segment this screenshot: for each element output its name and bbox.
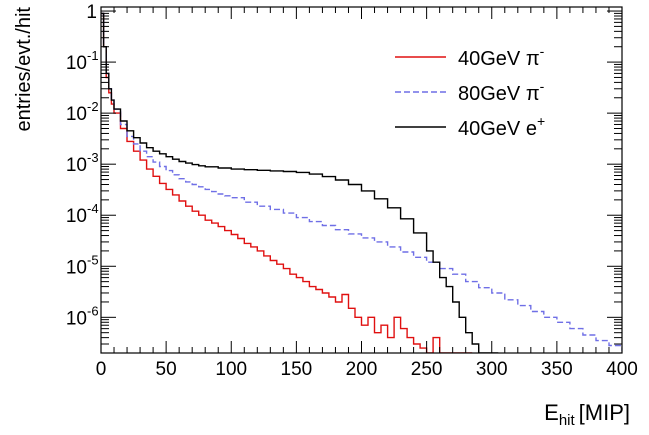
y-tick-label: 10	[66, 308, 87, 329]
x-tick-label: 0	[96, 359, 107, 380]
x-tick-label: 350	[541, 359, 573, 380]
x-tick-label: 400	[606, 359, 638, 380]
legend-label: 80GeV π-	[458, 78, 545, 105]
y-tick-exponent: -4	[87, 201, 99, 216]
y-tick-exponent: -5	[87, 252, 99, 267]
legend-label: 40GeV π-	[458, 43, 545, 70]
y-tick-label: 1	[86, 2, 97, 23]
y-tick-exponent: -2	[87, 99, 99, 114]
y-tick-label: 10	[66, 53, 87, 74]
legend-label: 40GeV e+	[458, 113, 545, 140]
x-tick-label: 100	[215, 359, 247, 380]
x-tick-label: 150	[281, 359, 313, 380]
x-tick-label: 300	[476, 359, 508, 380]
y-tick-label: 10	[66, 104, 87, 125]
y-tick-label: 10	[66, 206, 87, 227]
y-tick-exponent: -1	[87, 48, 99, 63]
y-tick-label: 10	[66, 257, 87, 278]
x-tick-label: 250	[411, 359, 443, 380]
legend: 40GeV π- 80GeV π- 40GeV e+	[395, 43, 545, 140]
series-line-3	[101, 12, 499, 353]
y-axis-label: entries/evt./hit	[13, 7, 35, 132]
x-tick-label: 50	[156, 359, 177, 380]
y-tick-label: 10	[66, 155, 87, 176]
x-tick-label: 200	[346, 359, 378, 380]
series-line-2	[101, 12, 622, 351]
y-tick-exponent: -6	[87, 303, 99, 318]
x-axis-label: Ehit [MIP]	[544, 400, 630, 429]
y-tick-exponent: -3	[87, 150, 99, 165]
series-line-1	[101, 12, 473, 353]
